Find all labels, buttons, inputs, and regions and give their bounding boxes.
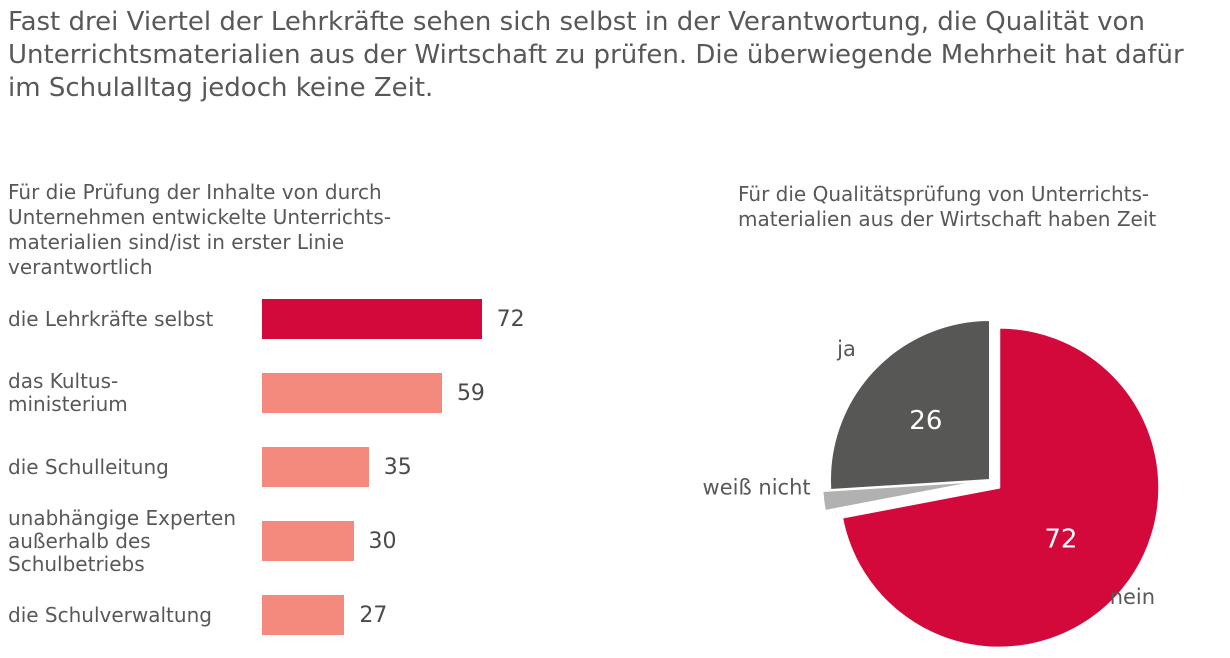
pie-label-nein: nein: [1110, 585, 1155, 609]
bar-chart-title: Für die Prüfung der Inhalte von durch Un…: [8, 180, 392, 279]
pie-value-ja: 26: [909, 406, 942, 436]
bar-row: die Schulverwaltung 27: [8, 595, 608, 635]
bar-row: unabhängige Experten außerhalb des Schul…: [8, 506, 608, 575]
bar-value-label: 59: [456, 380, 485, 406]
pie-label-ja: ja: [836, 337, 856, 361]
bar-value-label: 35: [383, 454, 412, 480]
bar: [262, 595, 345, 635]
pie-label-weiß-nicht: weiß nicht: [703, 476, 811, 500]
bar: [262, 447, 369, 487]
bar: [262, 521, 354, 561]
bar-category-label: die Lehrkräfte selbst: [8, 306, 214, 331]
bar-row: die Schulleitung 35: [8, 447, 608, 487]
bar-category-label: die Schulverwaltung: [8, 602, 212, 627]
bar-value-label: 30: [368, 528, 397, 554]
bar-category-label: die Schulleitung: [8, 454, 169, 479]
bar: [262, 299, 482, 339]
pie-slice-weiß-nicht: [821, 480, 984, 512]
pie-slice-nein: [841, 326, 1161, 649]
bar-value-label: 27: [359, 602, 388, 628]
bar-chart: die Lehrkräfte selbst 72 das Kultus- minis…: [8, 299, 608, 658]
pie-chart-title: Für die Qualitätsprüfung von Unterrichts…: [738, 182, 1157, 231]
bar-category-label: das Kultus- ministerium: [8, 369, 128, 416]
bar-category-label: unabhängige Experten außerhalb des Schul…: [8, 505, 237, 576]
pie-slice-ja: [829, 319, 991, 492]
bar-row: die Lehrkräfte selbst 72: [8, 299, 608, 339]
pie-value-nein: 72: [1044, 525, 1077, 555]
headline: Fast drei Viertel der Lehrkräfte sehen s…: [8, 7, 1184, 103]
bar: [262, 373, 442, 413]
pie-chart: 72 nein weiß nicht 26 ja: [703, 319, 1161, 649]
bar-value-label: 72: [496, 306, 525, 332]
bar-row: das Kultus- ministerium 59: [8, 369, 608, 416]
